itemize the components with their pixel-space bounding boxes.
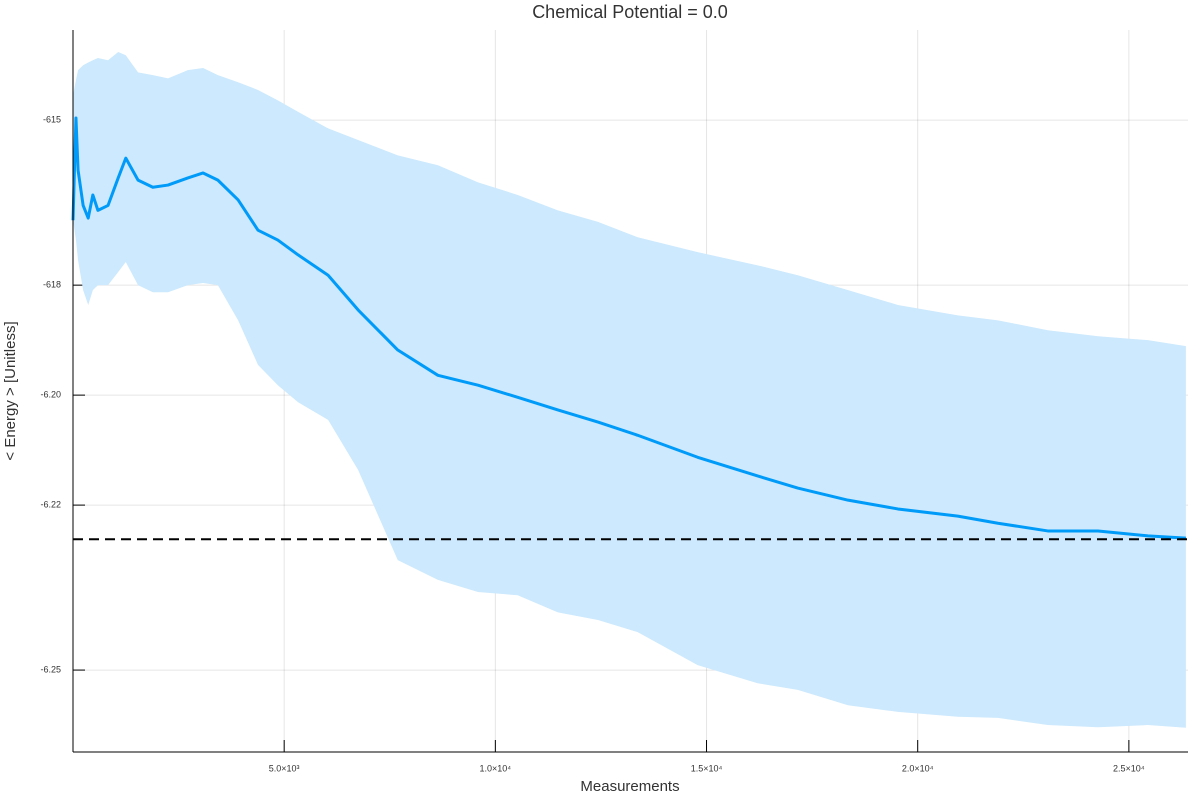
x-axis-label: Measurements <box>580 778 679 795</box>
y-tick-label: -6.25 <box>40 664 61 674</box>
confidence-band <box>73 51 1186 728</box>
x-tick-label: 1.0×10⁴ <box>480 763 512 773</box>
y-tick-label: -6.22 <box>40 499 61 509</box>
chart-title: Chemical Potential = 0.0 <box>532 2 728 22</box>
y-tick-label: -615 <box>43 115 61 125</box>
x-tick-label: 1.5×10⁴ <box>691 763 723 773</box>
x-tick-label: 5.0×10³ <box>269 763 300 773</box>
y-tick-label: -6.20 <box>40 389 61 399</box>
x-tick-label: 2.0×10⁴ <box>902 763 934 773</box>
y-axis-label: < Energy > [Unitless] <box>2 321 19 460</box>
y-tick-label: -618 <box>43 280 61 290</box>
mean-line <box>71 116 1186 540</box>
x-tick-label: 2.5×10⁴ <box>1113 763 1145 773</box>
